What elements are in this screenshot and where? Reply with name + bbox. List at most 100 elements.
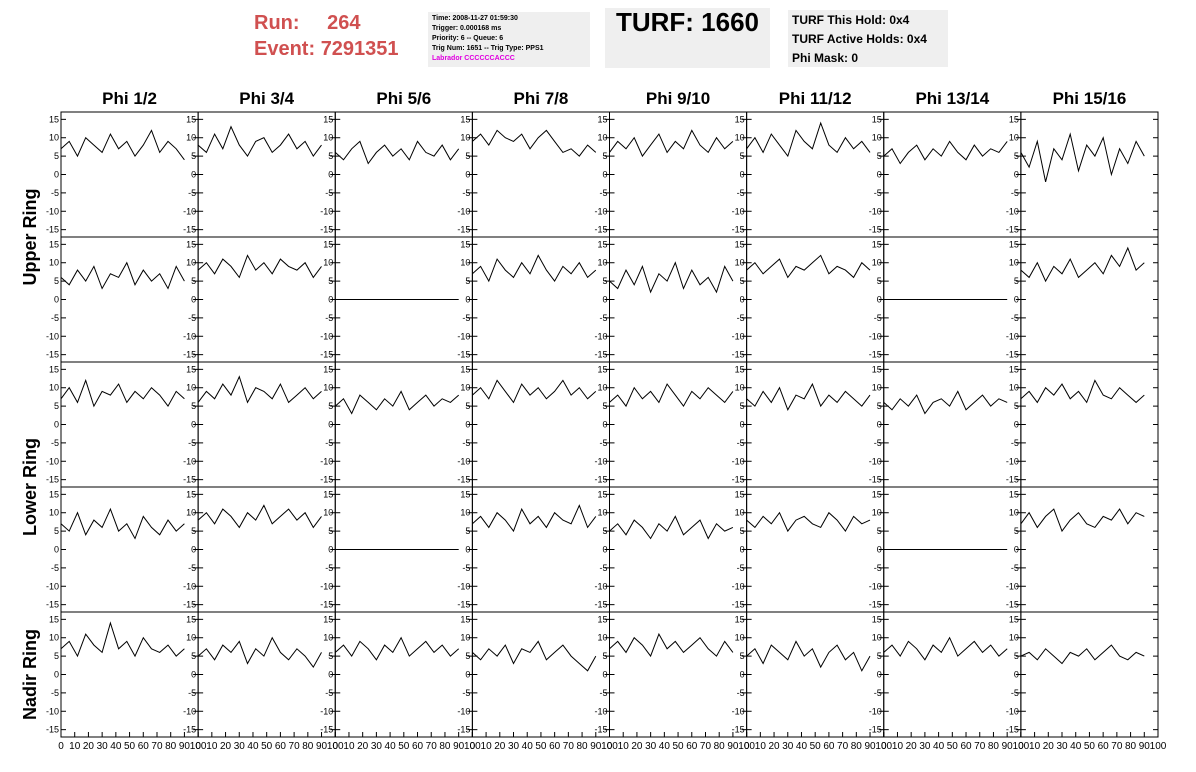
- waveform: [472, 129, 597, 157]
- y-tick-label: -10: [869, 456, 882, 466]
- y-tick-label: -15: [46, 350, 59, 360]
- x-tick-label: 80: [165, 741, 177, 752]
- y-tick-label: -5: [1011, 313, 1019, 323]
- x-tick-label: 100: [190, 741, 207, 752]
- y-tick-label: 0: [740, 170, 745, 180]
- x-tick-label: 0: [58, 741, 64, 752]
- y-tick-label: -15: [1006, 600, 1019, 610]
- y-tick-label: 5: [465, 151, 470, 161]
- y-tick-label: 5: [1014, 276, 1019, 286]
- waveform: [746, 254, 871, 279]
- x-tick-label: 0: [744, 741, 750, 752]
- y-tick-label: 10: [872, 508, 882, 518]
- waveform: [883, 140, 1008, 165]
- y-tick-label: 15: [49, 114, 59, 124]
- x-tick-label: 70: [974, 741, 986, 752]
- labrador-line: Labrador CCCCCCACCC: [432, 55, 515, 62]
- y-tick-label: 5: [328, 151, 333, 161]
- panel-frame: [1020, 611, 1159, 738]
- waveform: [60, 261, 185, 290]
- panel-frame: [1020, 361, 1159, 488]
- y-tick-label: 15: [186, 239, 196, 249]
- turf-info: TURF Active Holds: 0x4: [792, 32, 927, 46]
- y-tick-label: 0: [328, 295, 333, 305]
- x-tick-label: 30: [1056, 741, 1068, 752]
- y-tick-label: -15: [594, 350, 607, 360]
- y-tick-label: 5: [328, 651, 333, 661]
- y-tick-label: 15: [872, 364, 882, 374]
- y-tick-label: -15: [320, 600, 333, 610]
- y-tick-label: 0: [877, 295, 882, 305]
- column-label: Phi 5/6: [376, 89, 431, 108]
- x-tick-label: 30: [371, 741, 383, 752]
- y-tick-label: -10: [183, 206, 196, 216]
- column-label: Phi 11/12: [779, 89, 852, 108]
- y-tick-label: 15: [597, 239, 607, 249]
- x-tick-label: 10: [755, 741, 767, 752]
- x-tick-label: 70: [289, 741, 301, 752]
- y-tick-label: 5: [877, 151, 882, 161]
- y-tick-label: 15: [186, 489, 196, 499]
- y-tick-label: 10: [186, 633, 196, 643]
- y-tick-label: -10: [869, 706, 882, 716]
- y-tick-label: 10: [597, 258, 607, 268]
- y-tick-label: 0: [465, 545, 470, 555]
- waveform: [883, 390, 1008, 415]
- x-tick-label: 80: [714, 741, 726, 752]
- y-tick-label: 5: [602, 151, 607, 161]
- y-tick-label: 10: [1009, 133, 1019, 143]
- y-tick-label: 5: [740, 276, 745, 286]
- y-tick-label: 0: [328, 545, 333, 555]
- waveform: [60, 378, 185, 408]
- panel-frame: [197, 111, 336, 238]
- y-tick-label: 5: [54, 526, 59, 536]
- row-label: Nadir Ring: [20, 629, 40, 720]
- y-tick-label: -5: [325, 438, 333, 448]
- waveform: [197, 125, 322, 158]
- x-tick-label: 60: [686, 741, 698, 752]
- y-tick-label: 0: [877, 170, 882, 180]
- y-tick-label: -5: [462, 688, 470, 698]
- x-tick-label: 20: [906, 741, 918, 752]
- y-tick-label: 15: [872, 239, 882, 249]
- y-tick-label: -15: [183, 225, 196, 235]
- turf-box: TURF: 1660: [605, 8, 770, 68]
- info-line: Time: 2008-11-27 01:59:30: [432, 15, 518, 22]
- y-tick-label: -10: [1006, 331, 1019, 341]
- x-tick-label: 90: [590, 741, 602, 752]
- y-tick-label: -5: [51, 188, 59, 198]
- y-tick-label: 10: [49, 258, 59, 268]
- y-tick-label: 15: [460, 364, 470, 374]
- panel-frame: [60, 486, 199, 613]
- x-tick-label: 0: [1018, 741, 1024, 752]
- y-tick-label: 5: [465, 401, 470, 411]
- y-tick-label: -5: [599, 313, 607, 323]
- y-tick-label: 15: [323, 239, 333, 249]
- panel-frame: [609, 236, 748, 363]
- y-tick-label: -5: [1011, 188, 1019, 198]
- waveform: [1020, 246, 1145, 283]
- y-tick-label: 10: [597, 508, 607, 518]
- y-tick-label: 15: [1009, 239, 1019, 249]
- y-tick-label: 15: [597, 364, 607, 374]
- x-tick-label: 70: [151, 741, 163, 752]
- y-tick-label: 0: [877, 545, 882, 555]
- y-tick-label: -15: [732, 475, 745, 485]
- y-tick-label: -5: [188, 563, 196, 573]
- x-tick-label: 100: [464, 741, 481, 752]
- y-tick-label: -15: [183, 475, 196, 485]
- waveform: [197, 375, 322, 404]
- y-tick-label: 15: [460, 489, 470, 499]
- y-tick-label: -5: [462, 563, 470, 573]
- y-tick-label: -5: [874, 563, 882, 573]
- y-tick-label: 0: [328, 170, 333, 180]
- y-tick-label: -5: [462, 313, 470, 323]
- y-tick-label: -5: [737, 438, 745, 448]
- y-tick-label: -10: [594, 706, 607, 716]
- x-tick-label: 60: [823, 741, 835, 752]
- x-tick-label: 10: [481, 741, 493, 752]
- y-tick-label: -5: [1011, 688, 1019, 698]
- x-tick-label: 10: [206, 741, 218, 752]
- y-tick-label: 0: [54, 545, 59, 555]
- y-tick-label: 0: [602, 295, 607, 305]
